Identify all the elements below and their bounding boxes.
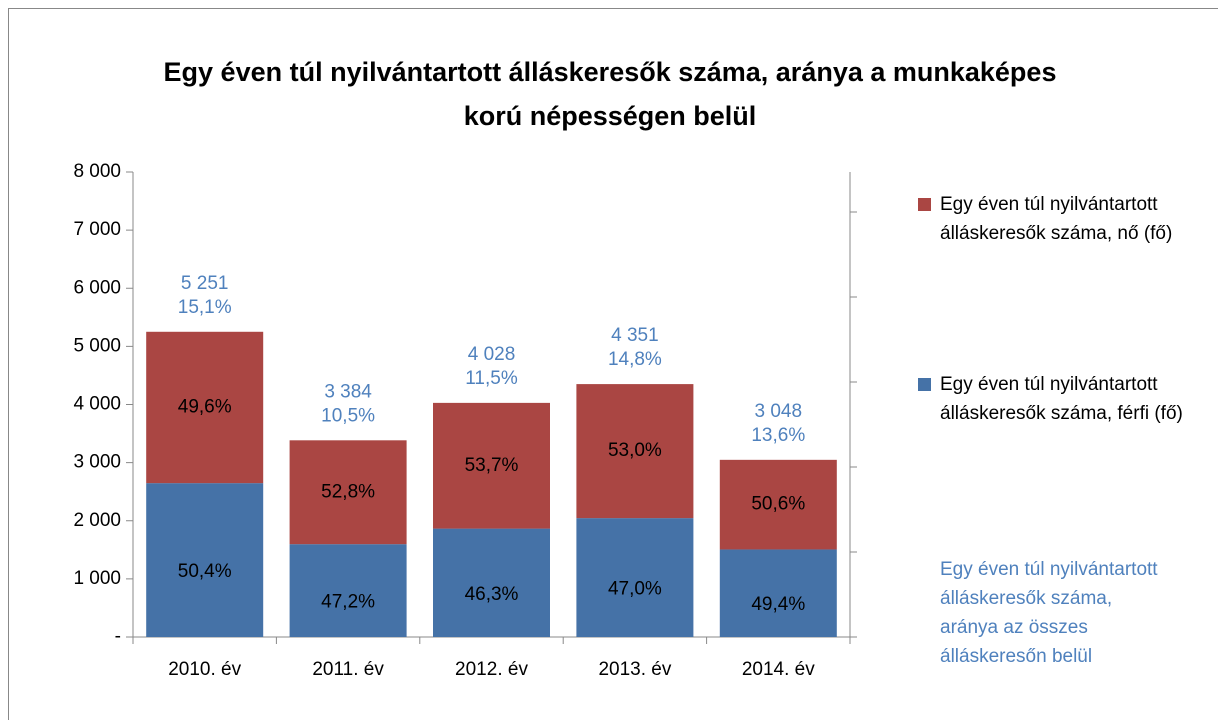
legend-swatch [918, 198, 931, 211]
y-tick-label: 1 000 [73, 568, 121, 589]
bar-segment [146, 331, 264, 484]
share-label: 47,0% [608, 579, 662, 600]
share-label: 53,0% [608, 440, 662, 461]
bar-segment [433, 402, 550, 529]
bar-segment [289, 440, 407, 545]
legend-label: Egy éven túl nyilvántartott álláskeresők… [940, 559, 1158, 667]
y2-axis-ticks [850, 211, 857, 638]
bar-segment [433, 528, 550, 637]
x-tick-label: 2014. év [742, 659, 815, 680]
total-label: 4 351 [611, 325, 659, 346]
x-tick-label: 2010. év [168, 659, 241, 680]
bar-segment [146, 483, 264, 637]
share-label: 53,7% [465, 455, 519, 476]
share-label: 52,8% [321, 481, 375, 502]
chart-border [8, 8, 1218, 720]
total-label: 3 384 [324, 381, 372, 402]
share-label: 49,6% [178, 396, 232, 417]
legend-swatch [918, 378, 931, 391]
x-tick-label: 2011. év [312, 659, 384, 680]
y-tick-label: 3 000 [73, 452, 121, 473]
y-tick-label: 7 000 [73, 219, 121, 240]
x-tick-label: 2012. év [455, 659, 528, 680]
y-tick-label: 6 000 [73, 277, 121, 298]
bar-segment [719, 549, 837, 637]
bar-segment [576, 384, 694, 519]
total-label: 4 028 [468, 344, 516, 365]
share-label: 47,2% [321, 592, 375, 613]
x-tick-label: 2013. év [598, 659, 671, 680]
bar-segment [719, 459, 837, 550]
share-label: 50,4% [178, 561, 232, 582]
y-tick-label: 8 000 [73, 161, 121, 182]
chart-title: Egy éven túl nyilvántartott álláskeresők… [163, 57, 1057, 131]
ratio-label: 11,5% [465, 368, 518, 389]
y-tick-label: 4 000 [73, 394, 121, 415]
bar-segment [289, 544, 407, 637]
bar-segment [576, 518, 694, 637]
legend-label: Egy éven túl nyilvántartott álláskeresők… [940, 374, 1183, 424]
y-tick-label: - [115, 626, 121, 647]
share-label: 50,6% [751, 494, 805, 515]
total-label: 5 251 [181, 273, 229, 294]
legend-label: Egy éven túl nyilvántartott álláskeresők… [940, 194, 1173, 244]
ratio-label: 14,8% [608, 349, 662, 370]
ratio-label: 13,6% [751, 425, 805, 446]
share-label: 49,4% [751, 594, 805, 615]
total-label: 3 048 [755, 401, 803, 422]
y-tick-label: 2 000 [73, 510, 121, 531]
share-label: 46,3% [465, 584, 519, 605]
ratio-label: 15,1% [178, 297, 232, 318]
y-tick-label: 5 000 [73, 335, 121, 356]
ratio-label: 10,5% [321, 405, 375, 426]
